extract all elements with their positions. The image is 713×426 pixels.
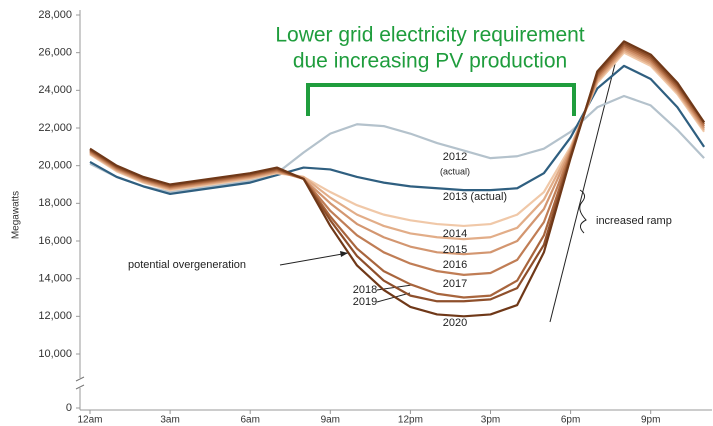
series-label: 2013 (actual) (443, 191, 507, 203)
x-tick-label: 3pm (481, 415, 500, 426)
series-label: 2019 (353, 296, 377, 308)
y-tick-label: 16,000 (38, 235, 72, 247)
series-line (89, 64, 706, 196)
x-tick-label: 6am (240, 415, 259, 426)
series-label: 2014 (443, 228, 467, 240)
y-tick-label: 10,000 (38, 348, 72, 360)
series-label: 2012 (443, 151, 467, 163)
annotation: due increasing PV production (293, 50, 567, 73)
y-tick-label: 22,000 (38, 122, 72, 134)
annotation: potential overgeneration (128, 259, 246, 271)
series-label: 2018 (353, 284, 377, 296)
series-line (89, 40, 706, 318)
arrow (376, 292, 411, 303)
x-tick-label: 12am (77, 415, 102, 426)
series-line (89, 49, 705, 241)
annotation: (actual) (440, 166, 470, 176)
series-label: 2016 (443, 259, 467, 271)
y-tick-label: 28,000 (38, 9, 72, 21)
series-line (89, 45, 705, 276)
series-line (89, 94, 705, 194)
y-tick-label: 12,000 (38, 310, 72, 322)
annotation: increased ramp (596, 215, 672, 227)
series-label: 2017 (443, 278, 467, 290)
x-tick-label: 6pm (561, 415, 580, 426)
y-tick-label: 0 (66, 402, 72, 414)
arrow (279, 252, 349, 266)
x-tick-label: 3am (160, 415, 179, 426)
bracket (306, 83, 576, 116)
y-tick-label: 14,000 (38, 273, 72, 285)
arrow-head (340, 251, 348, 257)
y-tick-label: 20,000 (38, 160, 72, 172)
y-tick-label: 26,000 (38, 47, 72, 59)
series-line (89, 51, 705, 228)
y-tick-label: 24,000 (38, 84, 72, 96)
annotation: Lower grid electricity requirement (275, 24, 584, 47)
series-label: 2020 (443, 317, 467, 329)
x-tick-label: 12pm (398, 415, 423, 426)
series-label: 2015 (443, 244, 467, 256)
brace (579, 189, 587, 234)
y-tick-label: 18,000 (38, 197, 72, 209)
y-axis-label: Megawatts (11, 191, 22, 239)
axis-break (75, 376, 85, 390)
x-tick-label: 9am (321, 415, 340, 426)
x-tick-label: 9pm (641, 415, 660, 426)
